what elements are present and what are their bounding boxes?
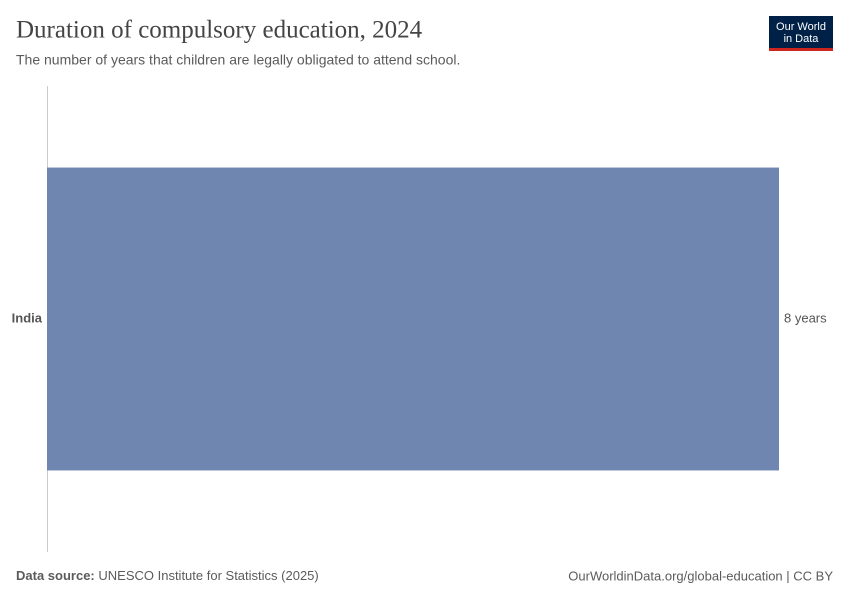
logo-text: in Data <box>784 33 820 45</box>
logo-text: Our World <box>776 21 826 33</box>
bar <box>47 167 779 471</box>
logo-box <box>769 16 833 51</box>
chart-title: Duration of compulsory education, 2024 <box>16 17 423 44</box>
source-note: Data source: UNESCO Institute for Statis… <box>16 568 319 583</box>
value-label: 8 years <box>784 310 827 325</box>
logo[interactable]: Our World in Data <box>769 16 833 51</box>
source: UNESCO Institute for Statistics (2025) <box>98 568 318 583</box>
footer-url[interactable]: OurWorldinData.org/global-education | CC… <box>568 568 833 583</box>
logo-underline <box>769 48 833 51</box>
source-label: Data source: <box>16 568 95 583</box>
y-tick-label: India <box>12 310 43 325</box>
chart-subtitle: The number of years that children are le… <box>16 52 460 68</box>
